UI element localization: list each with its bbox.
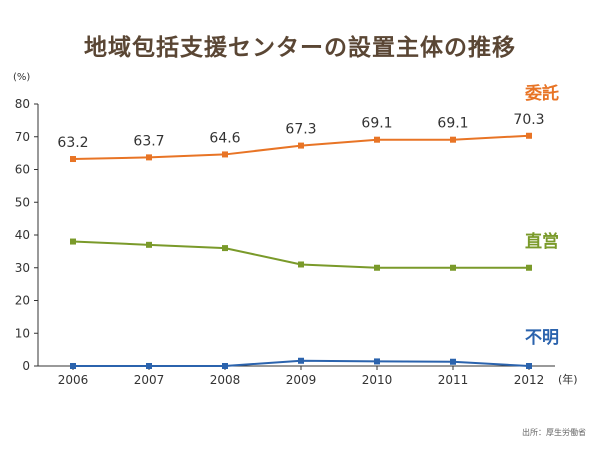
y-tick-label: 30	[15, 261, 30, 275]
y-axis-unit: (%)	[13, 72, 31, 83]
data-point	[222, 151, 228, 158]
x-tick-label: 2010	[362, 373, 393, 387]
data-label: 69.1	[437, 116, 468, 132]
y-tick-label: 70	[15, 130, 30, 144]
x-tick-label: 2006	[58, 373, 89, 387]
data-point	[374, 358, 380, 365]
data-point	[146, 154, 152, 161]
x-tick-label: 2009	[286, 373, 317, 387]
source-note: 出所：厚生労働省	[522, 428, 586, 437]
data-point	[298, 261, 304, 268]
data-point	[146, 241, 152, 248]
series-name-label: 不明	[525, 328, 559, 348]
data-point	[222, 245, 228, 252]
data-point	[298, 357, 304, 364]
data-point	[374, 264, 380, 271]
y-tick-label: 80	[15, 97, 30, 111]
data-label: 63.2	[57, 135, 88, 151]
series-name-label: 直営	[525, 231, 559, 252]
y-tick-label: 50	[15, 195, 30, 209]
data-point	[374, 136, 380, 143]
data-label: 69.1	[361, 116, 392, 132]
series-name-label: 委託	[524, 83, 559, 104]
data-point	[222, 363, 228, 369]
data-point	[298, 142, 304, 149]
y-tick-label: 40	[15, 228, 30, 242]
data-point	[70, 238, 76, 245]
y-tick-label: 60	[15, 163, 30, 177]
x-tick-label: 2007	[134, 373, 165, 387]
x-tick-label: 2012	[514, 373, 545, 387]
data-point	[526, 264, 532, 271]
y-tick-label: 20	[15, 294, 30, 308]
data-point	[450, 264, 456, 271]
x-tick-label: 2011	[438, 373, 469, 387]
y-tick-label: 10	[15, 326, 30, 340]
data-point	[526, 363, 532, 369]
data-label: 63.7	[133, 133, 164, 149]
x-axis-unit: (年)	[558, 373, 578, 386]
data-point	[146, 363, 152, 369]
data-point	[70, 363, 76, 369]
y-tick-label: 0	[22, 359, 30, 373]
data-point	[70, 156, 76, 163]
data-label: 67.3	[285, 122, 316, 138]
data-point	[526, 132, 532, 139]
data-point	[450, 136, 456, 143]
x-tick-label: 2008	[210, 373, 241, 387]
data-label: 64.6	[209, 130, 240, 146]
data-point	[450, 358, 456, 365]
chart-title: 地域包括支援センターの設置主体の推移	[84, 35, 516, 61]
data-label: 70.3	[513, 112, 544, 128]
